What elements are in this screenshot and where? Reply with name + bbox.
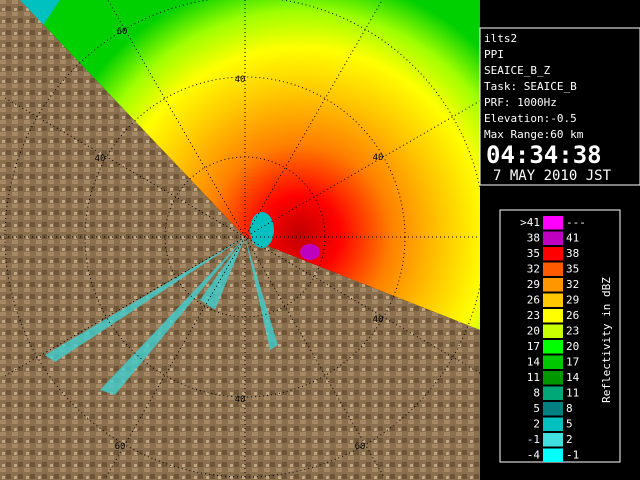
legend-swatch	[543, 402, 563, 416]
legend-high: 2	[566, 433, 573, 446]
legend-title: Reflectivity in dBZ	[600, 277, 613, 403]
clutter-streak	[45, 237, 245, 362]
range-labels: 60 40 40 40 40 40 60 60	[95, 27, 384, 452]
legend-low: 35	[527, 247, 540, 260]
legend-swatch	[543, 324, 563, 338]
clutter-streak	[245, 237, 278, 350]
legend-high: 23	[566, 325, 579, 338]
legend-high: 26	[566, 309, 579, 322]
radar-map: 60 40 40 40 40 40 60 60	[0, 0, 485, 480]
legend-high: 11	[566, 387, 579, 400]
legend-low: 32	[527, 263, 540, 276]
legend-high: 32	[566, 278, 579, 291]
legend-swatch	[543, 433, 563, 447]
range-label: 60	[355, 442, 366, 452]
range-rings	[0, 0, 485, 480]
echo-edge	[20, 0, 60, 30]
legend-swatch	[543, 386, 563, 400]
legend-low: 11	[527, 371, 540, 384]
spoke	[4, 97, 480, 374]
legend-high: ---	[566, 216, 586, 229]
legend-low: -4	[527, 449, 541, 462]
legend-low: 38	[527, 232, 540, 245]
range-label: 60	[117, 27, 128, 37]
legend-high: 41	[566, 232, 579, 245]
legend-high: 20	[566, 340, 579, 353]
range-label: 40	[95, 154, 106, 164]
info-line: Max Range:60 km	[484, 128, 584, 141]
legend-low: 2	[533, 418, 540, 431]
legend-low: 17	[527, 340, 540, 353]
info-line: SEAICE_B_Z	[484, 64, 551, 77]
legend-low: 29	[527, 278, 540, 291]
legend-high: 17	[566, 356, 579, 369]
info-line: ilts2	[484, 32, 517, 45]
range-label: 40	[235, 75, 246, 85]
clock: 04:34:38	[486, 141, 602, 169]
clutter-streak	[100, 237, 245, 395]
legend-low: 23	[527, 309, 540, 322]
legend-swatch	[543, 231, 563, 245]
legend-swatch	[543, 417, 563, 431]
legend-high: 8	[566, 402, 573, 415]
date: 7 MAY 2010 JST	[493, 168, 612, 184]
legend-high: -1	[566, 449, 579, 462]
info-line: PPI	[484, 48, 504, 61]
near-echo	[250, 212, 274, 248]
info-line: PRF: 1000Hz	[484, 96, 557, 109]
legend-low: 8	[533, 387, 540, 400]
range-label: 40	[235, 395, 246, 405]
strong-echo	[300, 244, 320, 260]
legend-swatch	[543, 216, 563, 230]
legend-low: 5	[533, 402, 540, 415]
legend-low: -1	[527, 433, 540, 446]
legend-high: 29	[566, 294, 579, 307]
legend-swatch	[543, 309, 563, 323]
spoke	[4, 100, 480, 377]
legend-swatch	[543, 355, 563, 369]
range-label: 60	[115, 442, 126, 452]
legend-low: >41	[520, 216, 540, 229]
echo-area	[20, 0, 480, 330]
legend-high: 35	[566, 263, 579, 276]
spoke	[107, 0, 385, 478]
legend-swatch	[543, 262, 563, 276]
legend-swatch	[543, 448, 563, 462]
legend-swatch	[543, 293, 563, 307]
legend-low: 20	[527, 325, 540, 338]
legend-swatch	[543, 278, 563, 292]
legend-high: 14	[566, 371, 580, 384]
legend-swatch	[543, 371, 563, 385]
legend-low: 14	[527, 356, 541, 369]
spoke	[105, 0, 383, 478]
info-lines: ilts2 PPI SEAICE_B_Z Task: SEAICE_B PRF: 100…	[484, 32, 584, 141]
info-line: Elevation:-0.5	[484, 112, 577, 125]
range-label: 40	[373, 153, 384, 163]
legend-swatch	[543, 247, 563, 261]
info-line: Task: SEAICE_B	[484, 80, 577, 93]
legend-low: 26	[527, 294, 540, 307]
legend: >41 --- 38 41 35 38 32 35 29 32 26 29 23 26 20 23 17 20 14…	[520, 216, 586, 462]
legend-high: 38	[566, 247, 579, 260]
range-label: 40	[373, 315, 384, 325]
legend-swatch	[543, 340, 563, 354]
info-panel	[479, 27, 640, 186]
clutter-streak	[200, 237, 245, 310]
legend-high: 5	[566, 418, 573, 431]
